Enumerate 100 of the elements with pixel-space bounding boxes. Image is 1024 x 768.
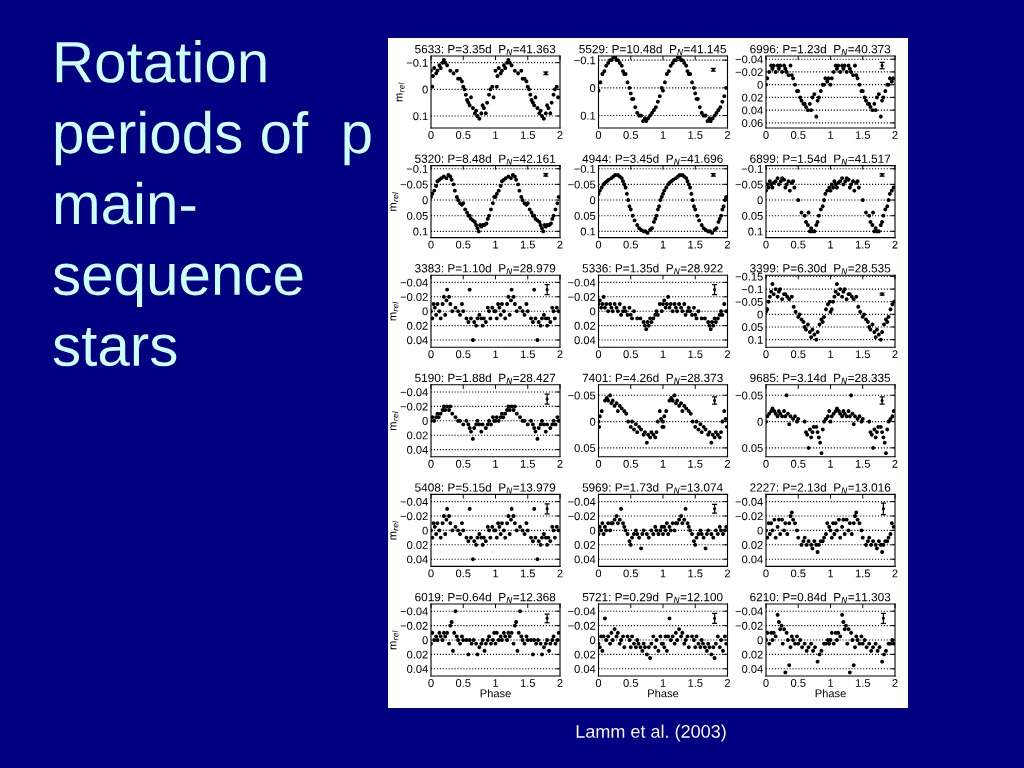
x-tick-label: 0.5 (623, 350, 639, 359)
y-tick-label: 0.04 (407, 665, 428, 673)
y-tick-label: 0.05 (574, 444, 596, 452)
text: Rotation periods of p main- sequence stars (53, 40, 371, 367)
y-tick-label: 0 (757, 196, 763, 205)
y-tick-label: 0.06 (742, 119, 763, 128)
y-axis-title: m$_{rel}$ (390, 192, 399, 211)
y-tick-label: −0.04 (400, 497, 428, 506)
x-tick-label: 0 (595, 569, 602, 578)
x-tick-label: 0.5 (455, 679, 471, 687)
x-tick-label: 0.5 (455, 459, 471, 468)
x-tick-label: 1 (493, 679, 499, 687)
y-tick-label: −0.02 (568, 293, 596, 301)
y-tick-label: −0.02 (400, 621, 428, 630)
y-tick-label: 0.04 (742, 106, 763, 115)
x-tick-label: 0 (428, 350, 434, 359)
x-tick-label: 1 (493, 569, 499, 578)
y-tick-label: 0.1 (580, 227, 596, 236)
y-tick-label: −0.04 (400, 388, 428, 397)
x-tick-label: 1.5 (520, 131, 536, 139)
chart-title: 5190: P=1.88d P$_{N}$=28.427 (415, 373, 556, 384)
y-tick-label: 0.05 (742, 444, 763, 452)
chart-title: 9685: P=3.14d P$_{N}$=28.335 (750, 373, 891, 384)
chart-title: 6899: P=1.54d P$_{N}$=41.517 (750, 154, 891, 165)
x-tick-label: 0.5 (790, 350, 806, 359)
chart-title: 5320: P=8.48d P$_{N}$=42.161 (415, 154, 556, 165)
y-tick-label: 0.1 (413, 112, 428, 121)
y-tick-label: −0.05 (568, 391, 596, 400)
y-tick-label: −0.04 (400, 607, 428, 616)
x-tick-label: 0 (763, 459, 769, 468)
x-tick-label: 0.5 (790, 459, 806, 468)
y-tick-label: 0.1 (748, 227, 763, 236)
y-tick-label: −0.04 (568, 278, 596, 287)
y-tick-label: −0.1 (741, 285, 763, 294)
x-tick-label: 0.5 (790, 131, 806, 139)
x-tick-label: 0 (428, 240, 434, 249)
x-tick-label: 1 (660, 350, 666, 359)
y-tick-label: −0.02 (568, 512, 596, 521)
y-axis-title: m$_{rel}$ (390, 630, 399, 650)
x-tick-label: 0.5 (455, 350, 471, 359)
y-tick-label: 0 (589, 84, 596, 92)
x-tick-label: 0.5 (790, 679, 806, 687)
y-tick-label: 0.1 (413, 227, 428, 236)
y-tick-label: 0.04 (407, 555, 428, 564)
x-tick-label: 0.5 (455, 131, 471, 139)
x-tick-label: 0 (763, 350, 769, 359)
y-tick-label: 0.05 (742, 211, 763, 220)
y-tick-label: −0.05 (568, 180, 596, 189)
x-tick-label: 2 (892, 569, 898, 578)
x-tick-label: 0.5 (623, 569, 639, 578)
x-tick-label: 0 (595, 131, 602, 139)
x-tick-label: 1 (828, 240, 834, 249)
y-tick-label: 0.1 (580, 111, 596, 120)
x-tick-label: 1.5 (855, 569, 871, 578)
x-tick-label: 1 (493, 240, 499, 249)
y-tick-label: 0.04 (574, 336, 596, 345)
x-tick-label: 0 (763, 240, 769, 249)
y-axis-title: m$_{rel}$ (396, 82, 405, 102)
x-tick-label: 0 (763, 679, 769, 687)
y-tick-label: −0.05 (735, 391, 763, 400)
x-tick-label: 0.5 (455, 569, 471, 578)
x-tick-label: 1 (828, 131, 834, 139)
x-tick-label: 0 (763, 131, 769, 139)
chart-title: 6019: P=0.64d P$_{N}$=12.368 (415, 592, 556, 604)
y-tick-label: 0 (589, 636, 596, 645)
x-tick-label: 1.5 (688, 569, 703, 578)
x-tick-label: 2 (892, 131, 898, 139)
y-tick-label: 0.05 (574, 211, 596, 220)
y-tick-label: 0.04 (407, 336, 428, 345)
y-tick-label: −0.04 (400, 278, 428, 287)
y-tick-label: −0.04 (735, 607, 763, 616)
x-tick-label: 1 (828, 569, 834, 578)
x-tick-label: 1.5 (688, 679, 703, 687)
chart-title: 7401: P=4.26d P$_{N}$=28.373 (582, 373, 723, 384)
text: Lamm et al. (2003) (576, 724, 726, 742)
y-tick-label: 0 (589, 307, 596, 316)
y-tick-label: 0 (422, 307, 428, 316)
y-tick-label: 0 (589, 526, 596, 535)
x-tick-label: 0.5 (790, 569, 806, 578)
x-tick-label: 2 (724, 131, 731, 139)
x-tick-label: 1.5 (688, 459, 703, 468)
x-tick-label: 1 (660, 679, 666, 687)
x-tick-label: 2 (557, 679, 563, 687)
x-tick-label: 0.5 (455, 240, 471, 249)
chart-title: 5969: P=1.73d P$_{N}$=13.074 (582, 483, 723, 494)
y-tick-label: 0.02 (574, 541, 596, 549)
chart-title: 2227: P=2.13d P$_{N}$=13.016 (750, 483, 891, 494)
y-tick-label: −0.05 (735, 180, 763, 189)
x-tick-label: 0.5 (623, 240, 639, 249)
chart-title: 3383: P=1.10d P$_{N}$=28.979 (415, 263, 556, 275)
y-tick-label: 0.02 (742, 650, 763, 659)
x-tick-label: 0 (428, 679, 434, 687)
y-tick-label: −0.04 (735, 497, 763, 506)
y-tick-label: −0.1 (741, 165, 763, 173)
x-tick-label: 1.5 (688, 240, 703, 249)
x-tick-label: 0.5 (790, 240, 806, 249)
y-tick-label: 0.02 (407, 431, 428, 440)
y-tick-label: 0 (757, 310, 763, 319)
x-tick-label: 1 (660, 131, 666, 139)
y-tick-label: 0.1 (748, 335, 763, 344)
